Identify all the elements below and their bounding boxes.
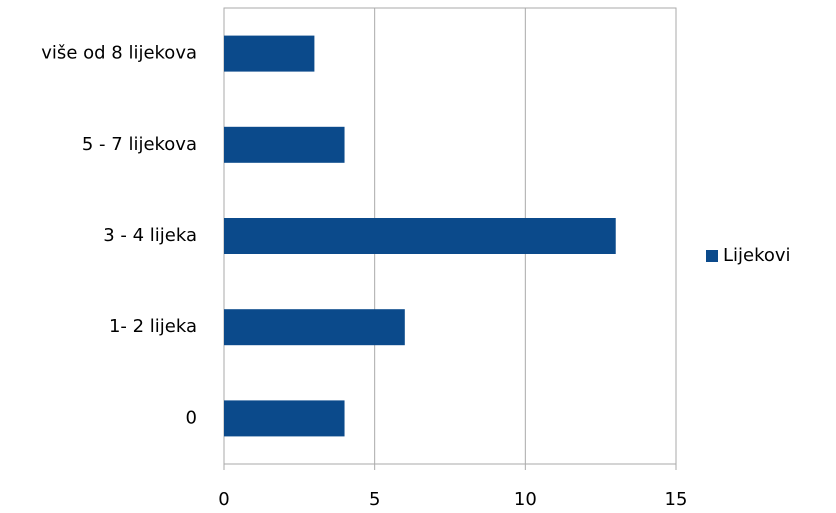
y-tick-label: 1- 2 lijeka (109, 316, 197, 337)
bar (224, 35, 315, 72)
x-tick-label: 10 (514, 489, 537, 510)
y-tick-label: više od 8 lijekova (41, 43, 197, 64)
bar (224, 400, 345, 437)
y-tick-label: 0 (186, 407, 197, 428)
bar (224, 309, 405, 346)
y-tick-label: 3 - 4 lijeka (103, 225, 197, 246)
legend-swatch (706, 250, 718, 262)
x-tick-label: 0 (218, 489, 229, 510)
x-tick-label: 15 (665, 489, 688, 510)
x-tick-label: 5 (369, 489, 380, 510)
bar (224, 126, 345, 163)
legend-label: Lijekovi (723, 245, 791, 266)
bar (224, 218, 616, 254)
y-tick-label: 5 - 7 lijekova (82, 134, 197, 155)
